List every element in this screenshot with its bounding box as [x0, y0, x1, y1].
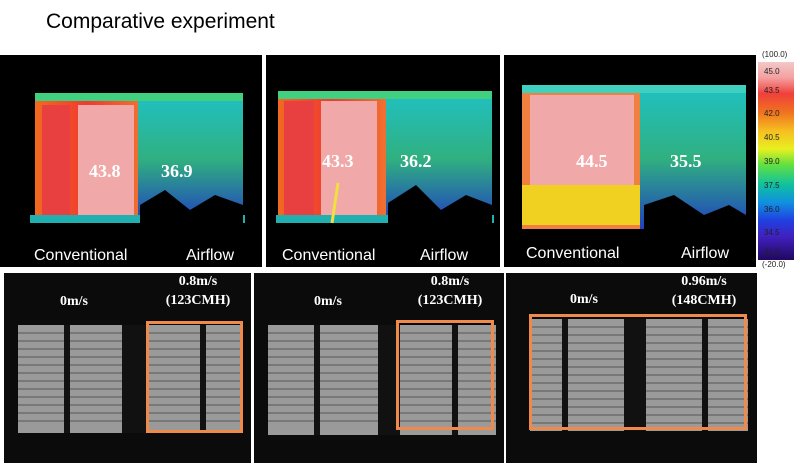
thermal-label-airflow: Airflow [186, 247, 235, 264]
scale-tick: 42.0 [764, 109, 780, 118]
airflow-highlight-frame [146, 321, 243, 433]
thermal-label-conventional: Conventional [34, 247, 128, 264]
airflow-speed-label: 0m/s [570, 292, 598, 307]
thermal-label-conventional: Conventional [526, 245, 620, 262]
scale-tick: 43.5 [764, 86, 780, 95]
scale-tick: 37.5 [764, 181, 780, 190]
airflow-speed-label: 0.8m/s (123CMH) [156, 272, 240, 310]
thermal-image-1 [0, 55, 262, 267]
window-graphic [18, 325, 243, 433]
airflow-speed-label: 0.96m/s (148CMH) [660, 272, 748, 310]
scale-max: (100.0) [762, 50, 788, 59]
airflow-speed-label: 0.8m/s (123CMH) [405, 272, 495, 310]
thermal-value-airflow: 36.2 [400, 151, 432, 171]
scale-tick: 34.5 [764, 228, 780, 237]
airflow-speed-label: 0m/s [60, 294, 88, 309]
scale-tick: 33.0 [764, 248, 780, 257]
scale-tick: 39.0 [764, 157, 780, 166]
thermal-label-airflow: Airflow [681, 245, 730, 262]
scale-tick: 40.5 [764, 133, 780, 142]
speed-value: 0.8m/s [178, 274, 218, 289]
thermal-value-airflow: 36.9 [161, 161, 193, 181]
scale-tick: 45.0 [764, 67, 780, 76]
temperature-scale [758, 62, 794, 260]
thermal-value-conventional: 43.3 [322, 151, 354, 171]
thermal-graphic [30, 93, 245, 223]
photo-3 [506, 273, 757, 463]
flow-rate: (148CMH) [671, 293, 737, 308]
thermal-label-airflow: Airflow [420, 247, 469, 264]
photo-2 [254, 273, 504, 463]
thermal-value-conventional: 44.5 [576, 151, 608, 171]
thermal-image-3 [504, 55, 756, 267]
speed-value: 0.96m/s [681, 274, 727, 289]
speed-value: 0.8m/s [430, 274, 470, 289]
thermal-label-conventional: Conventional [282, 247, 376, 264]
flow-rate: (123CMH) [417, 293, 483, 308]
photo-1 [4, 273, 251, 463]
thermal-graphic [522, 85, 746, 229]
scale-min: (-20.0) [762, 260, 786, 269]
airflow-highlight-frame [529, 314, 747, 430]
thermal-value-conventional: 43.8 [89, 161, 121, 181]
thermal-image-2 [266, 55, 500, 267]
window-graphic [530, 319, 748, 431]
scale-tick: 36.0 [764, 205, 780, 214]
window-graphic [268, 325, 496, 435]
thermal-value-airflow: 35.5 [670, 151, 702, 171]
flow-rate: (123CMH) [165, 293, 231, 308]
page-title: Comparative experiment [46, 10, 275, 33]
airflow-highlight-frame [396, 320, 494, 430]
airflow-speed-label: 0m/s [314, 294, 342, 309]
thermal-graphic [276, 91, 494, 224]
